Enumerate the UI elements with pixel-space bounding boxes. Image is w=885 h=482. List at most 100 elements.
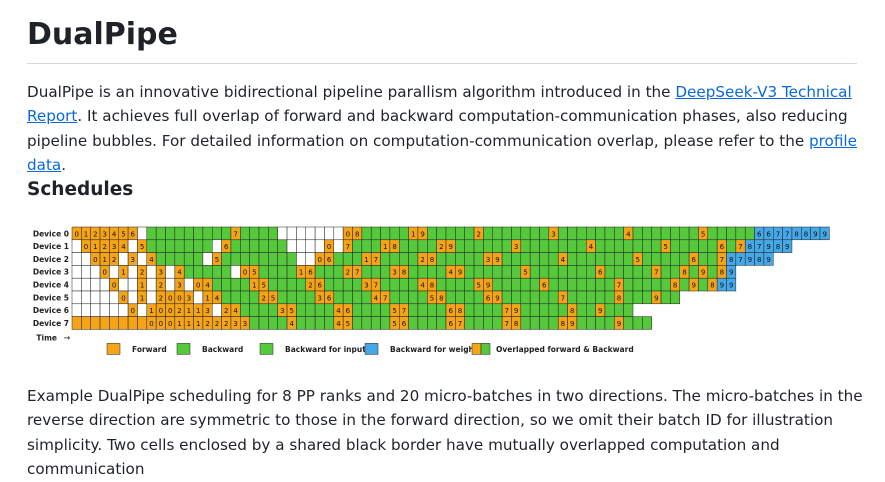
schedule-cell xyxy=(548,290,559,305)
schedule-cell xyxy=(296,290,306,305)
schedule-cell xyxy=(324,316,335,330)
cell-microbatch-label: 9 xyxy=(822,230,826,238)
schedule-cell xyxy=(511,290,522,305)
schedule-cell xyxy=(595,226,606,241)
schedule-cell xyxy=(660,226,671,241)
cell-microbatch-label: 3 xyxy=(243,320,247,328)
schedule-cell xyxy=(520,303,531,317)
schedule-cell xyxy=(277,265,288,279)
cell-microbatch-label: 8 xyxy=(355,230,359,238)
cell-microbatch-label: 2 xyxy=(261,294,265,302)
schedule-cell xyxy=(707,226,718,241)
schedule-cell xyxy=(567,239,578,253)
schedule-cell xyxy=(726,226,737,241)
schedule-cell xyxy=(483,226,493,241)
schedule-cell xyxy=(146,290,157,305)
schedule-cell xyxy=(604,277,615,292)
schedule-cell xyxy=(305,252,316,266)
cell-microbatch-label: 8 xyxy=(673,282,677,290)
cell-microbatch-label: 9 xyxy=(458,269,462,277)
schedule-cell xyxy=(118,303,129,317)
cell-microbatch-label: 1 xyxy=(102,256,106,264)
schedule-cell xyxy=(557,277,568,292)
schedule-cell xyxy=(193,239,204,253)
schedule-cell xyxy=(455,239,465,253)
schedule-cell xyxy=(586,290,596,305)
schedule-cell xyxy=(642,277,652,292)
schedule-cell xyxy=(155,226,166,241)
cell-microbatch-label: 2 xyxy=(439,243,443,251)
schedule-cell xyxy=(380,252,391,266)
cell-microbatch-label: 1 xyxy=(140,282,144,290)
cell-microbatch-label: 2 xyxy=(112,256,116,264)
cell-microbatch-label: 3 xyxy=(159,269,163,277)
cell-microbatch-label: 3 xyxy=(205,307,209,315)
schedule-cell xyxy=(268,226,278,241)
schedule-cell xyxy=(670,290,681,305)
schedule-cell xyxy=(314,239,325,253)
schedule-cell xyxy=(361,290,372,305)
schedule-cell xyxy=(520,226,531,241)
schedule-cell xyxy=(183,226,194,241)
schedule-cell xyxy=(557,239,568,253)
schedule-cell xyxy=(249,303,260,317)
schedule-cell xyxy=(71,239,82,253)
schedule-cell xyxy=(249,316,260,330)
schedule-cell xyxy=(109,316,120,330)
schedule-cell xyxy=(520,290,531,305)
cell-microbatch-label: 8 xyxy=(804,230,808,238)
schedule-cell xyxy=(483,316,493,330)
cell-microbatch-label: 9 xyxy=(448,243,452,251)
cell-microbatch-label: 8 xyxy=(776,243,780,251)
schedule-cell xyxy=(380,277,391,292)
cell-microbatch-label: 5 xyxy=(392,307,396,315)
schedule-cell xyxy=(632,316,643,330)
title-divider xyxy=(27,63,857,64)
schedule-cell xyxy=(642,316,652,330)
cell-microbatch-label: 6 xyxy=(327,256,332,264)
schedule-cell xyxy=(604,226,615,241)
schedule-cell xyxy=(698,277,709,292)
cell-microbatch-label: 7 xyxy=(383,294,387,302)
cell-microbatch-label: 7 xyxy=(617,282,621,290)
schedule-cell xyxy=(651,277,662,292)
schedule-cell xyxy=(679,226,690,241)
cell-microbatch-label: 4 xyxy=(448,269,453,277)
schedule-cell xyxy=(240,239,250,253)
schedule-cell xyxy=(324,226,335,241)
schedule-cell xyxy=(370,239,381,253)
cell-microbatch-label: 0 xyxy=(243,269,247,277)
deepseek-v3-report-link[interactable]: DeepSeek-V3 Technical Report xyxy=(27,83,852,126)
schedule-cell xyxy=(539,290,550,305)
schedule-cell xyxy=(221,265,232,279)
schedule-cell xyxy=(333,252,344,266)
schedule-cell xyxy=(109,303,120,317)
schedule-cell xyxy=(473,265,484,279)
schedule-cell xyxy=(212,277,222,292)
schedule-cell xyxy=(127,290,138,305)
schedule-cell xyxy=(230,252,241,266)
intro-text-middle: . It achieves full overlap of forward an… xyxy=(27,107,848,150)
schedule-cell xyxy=(99,303,110,317)
profile-data-link[interactable]: profile data xyxy=(27,131,857,175)
schedule-cell xyxy=(352,277,363,292)
cell-microbatch-label: 0 xyxy=(168,294,172,302)
schedule-cell xyxy=(501,290,512,305)
schedule-cell xyxy=(99,316,110,330)
cell-microbatch-label: 5 xyxy=(121,230,125,238)
schedule-cell xyxy=(258,226,269,241)
schedule-cell xyxy=(408,303,419,317)
cell-microbatch-label: 4 xyxy=(561,256,566,264)
schedule-cell xyxy=(576,316,587,330)
cell-microbatch-label: 9 xyxy=(720,282,724,290)
cell-microbatch-label: 1 xyxy=(364,256,368,264)
schedule-cell xyxy=(352,316,363,330)
schedule-cell xyxy=(352,252,363,266)
schedule-cell xyxy=(137,316,148,330)
schedule-cell xyxy=(651,239,662,253)
device-label: Device 3 xyxy=(33,268,69,277)
schedule-cell xyxy=(576,226,587,241)
schedule-cell xyxy=(333,265,344,279)
schedule-cell xyxy=(90,303,101,317)
cell-microbatch-label: 9 xyxy=(570,320,574,328)
